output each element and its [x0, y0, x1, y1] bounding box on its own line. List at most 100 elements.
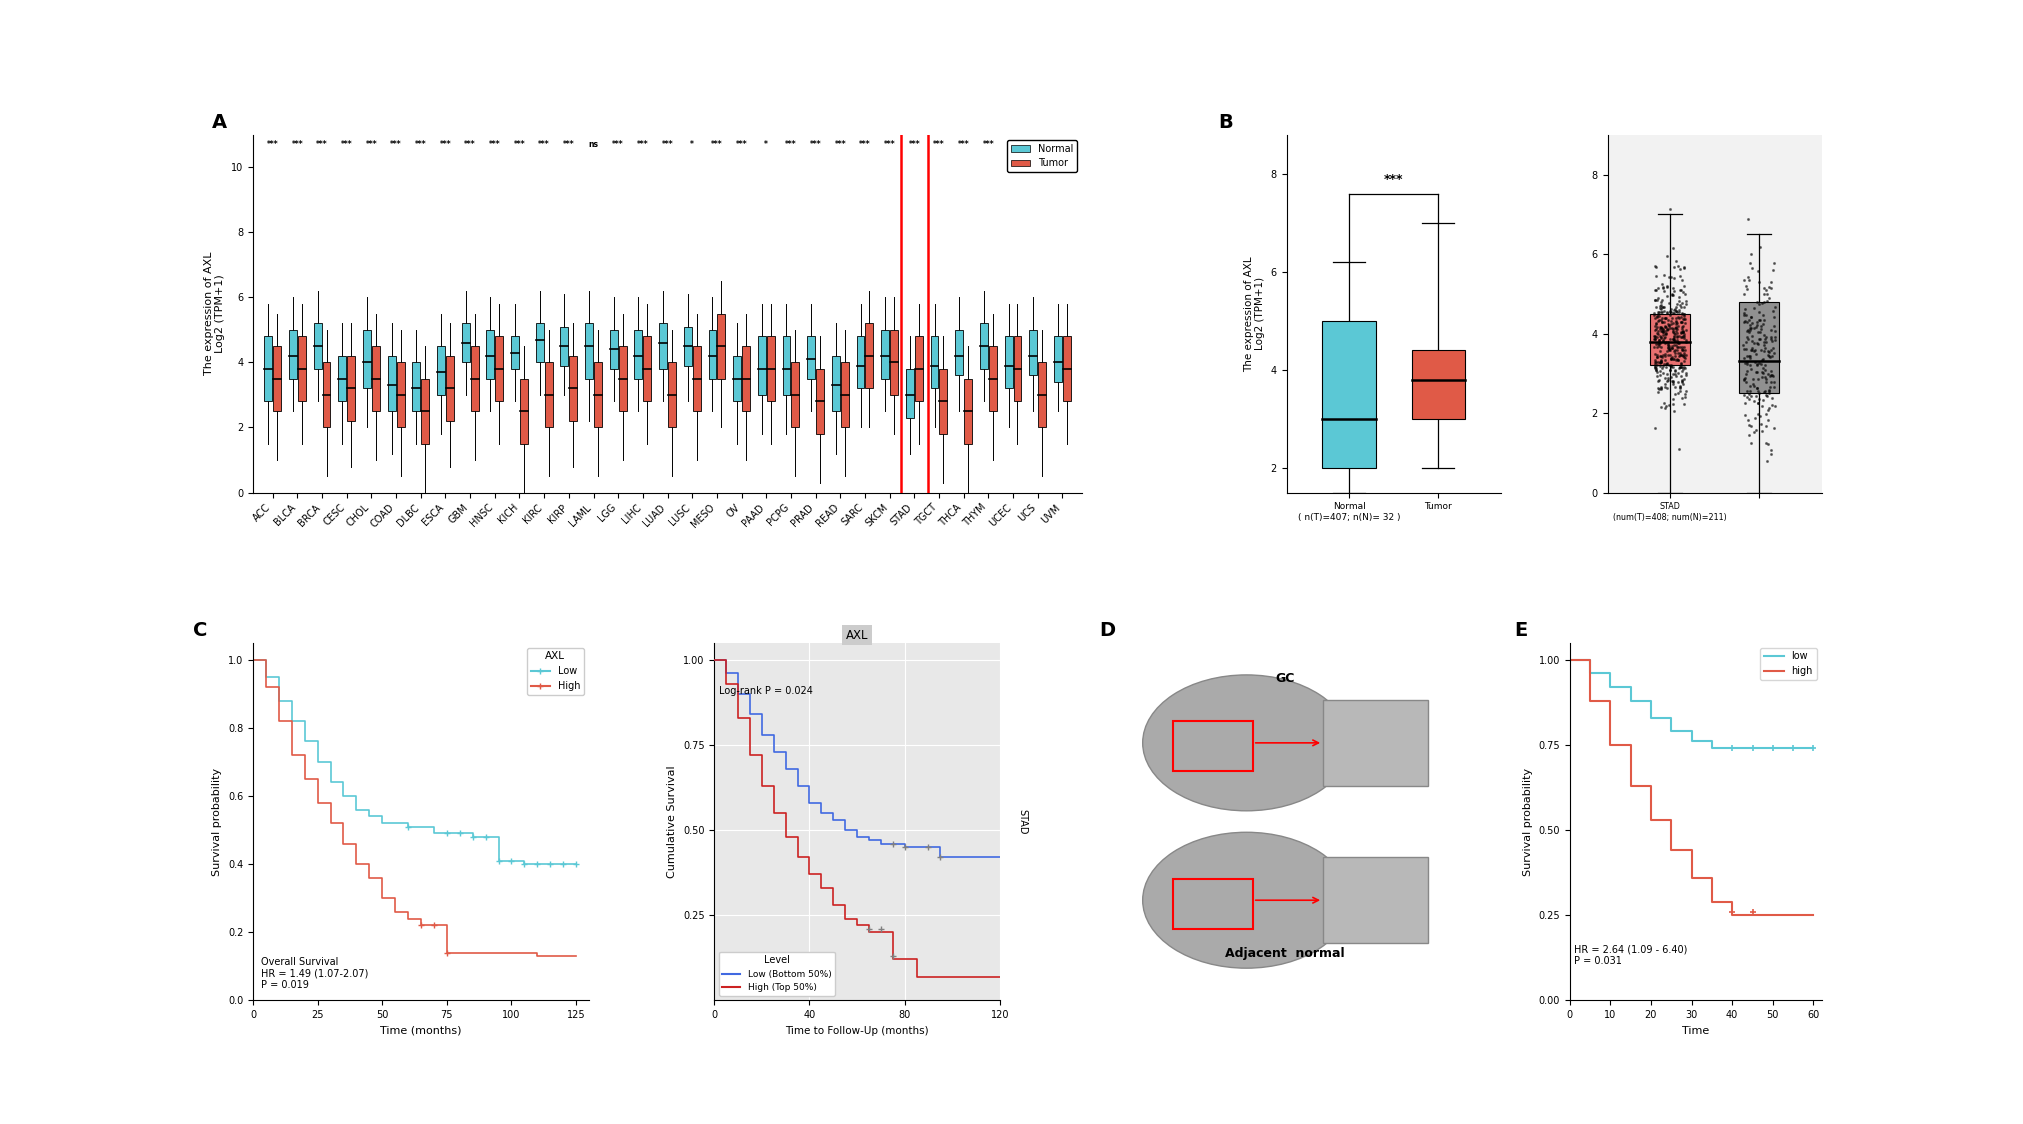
- Point: [1643, 335, 1675, 353]
- Low: [397, 819, 421, 833]
- Point: [1641, 335, 1673, 353]
- Point: [1647, 282, 1679, 300]
- Point: [1657, 269, 1689, 287]
- Point: [1742, 262, 1774, 280]
- Point: [1657, 305, 1689, 323]
- Point: [1758, 298, 1790, 316]
- Point: [1665, 341, 1697, 359]
- Point: [1651, 354, 1683, 372]
- Point: [1643, 342, 1675, 360]
- Point: [1756, 332, 1788, 350]
- Point: [1738, 343, 1770, 361]
- High (Top 50%): [749, 779, 773, 792]
- Bar: [322, 362, 330, 427]
- Point: [1669, 350, 1701, 368]
- Point: [1748, 333, 1780, 351]
- Point: [1661, 351, 1693, 369]
- low: [1720, 742, 1744, 755]
- Low: [421, 827, 445, 841]
- Point: [1758, 317, 1790, 335]
- Low (Bottom 50%): [975, 851, 999, 864]
- Point: [1651, 303, 1683, 321]
- High (Top 50%): [892, 953, 916, 967]
- Point: [1655, 375, 1687, 393]
- Point: [1663, 354, 1695, 372]
- Point: [1758, 398, 1790, 416]
- Bar: [668, 362, 676, 427]
- Text: ***: ***: [390, 140, 403, 149]
- Text: ***: ***: [833, 140, 846, 149]
- Point: [1649, 347, 1681, 365]
- Point: [1748, 368, 1780, 386]
- low: [1740, 742, 1764, 755]
- Bar: [289, 330, 297, 379]
- Point: [1639, 353, 1671, 371]
- Point: [1649, 318, 1681, 336]
- high: [1740, 908, 1764, 922]
- Point: [1742, 310, 1774, 328]
- Point: [1659, 342, 1691, 360]
- Point: [1639, 315, 1671, 333]
- Bar: [900, 128, 927, 499]
- Point: [1732, 311, 1764, 329]
- Point: [1659, 350, 1691, 368]
- Point: [1657, 336, 1689, 354]
- Point: [1641, 289, 1673, 307]
- Point: [1742, 311, 1774, 329]
- Point: [1641, 317, 1673, 335]
- Point: [1738, 392, 1770, 410]
- Point: [1663, 308, 1695, 326]
- Point: [1744, 415, 1776, 433]
- Point: [1661, 324, 1693, 342]
- Point: [1754, 441, 1786, 459]
- Point: [1661, 294, 1693, 312]
- Point: [1754, 330, 1786, 348]
- Point: [1655, 314, 1687, 332]
- Bar: [684, 327, 692, 365]
- Low (Bottom 50%): [963, 851, 987, 864]
- Point: [1655, 350, 1687, 368]
- Point: [1641, 325, 1673, 343]
- Point: [1665, 310, 1697, 328]
- Point: [1655, 372, 1687, 390]
- Point: [1651, 339, 1683, 357]
- Y-axis label: Cumulative Survival: Cumulative Survival: [668, 765, 678, 878]
- Point: [1643, 320, 1675, 338]
- Point: [1643, 381, 1675, 399]
- low: [1659, 725, 1683, 738]
- Point: [1667, 307, 1699, 325]
- Point: [1645, 398, 1677, 416]
- Point: [1665, 319, 1697, 337]
- Bar: [362, 330, 370, 389]
- Point: [1665, 314, 1697, 332]
- Point: [1667, 326, 1699, 344]
- Point: [1659, 314, 1691, 332]
- Point: [1665, 303, 1697, 321]
- Point: [1750, 401, 1782, 419]
- Bar: [338, 356, 346, 401]
- Point: [1665, 294, 1697, 312]
- Point: [1667, 305, 1699, 323]
- Point: [1738, 319, 1770, 337]
- Point: [1752, 384, 1784, 402]
- Text: B: B: [1218, 114, 1232, 133]
- Point: [1748, 405, 1780, 423]
- Bar: [1173, 722, 1252, 771]
- Low: [538, 858, 562, 871]
- Point: [1657, 342, 1689, 360]
- Point: [1740, 363, 1772, 381]
- Bar: [856, 336, 864, 389]
- Point: [1639, 291, 1671, 309]
- Bar: [1323, 700, 1428, 786]
- Point: [1647, 298, 1679, 316]
- Text: ***: ***: [1056, 140, 1068, 149]
- Point: [1641, 363, 1673, 381]
- Point: [1663, 344, 1695, 362]
- Point: [1665, 306, 1697, 324]
- Point: [1665, 318, 1697, 336]
- Point: [1663, 281, 1695, 299]
- Point: [1740, 334, 1772, 352]
- Ellipse shape: [1143, 832, 1349, 968]
- Line: High (Top 50%): High (Top 50%): [714, 660, 999, 977]
- Point: [1647, 320, 1679, 338]
